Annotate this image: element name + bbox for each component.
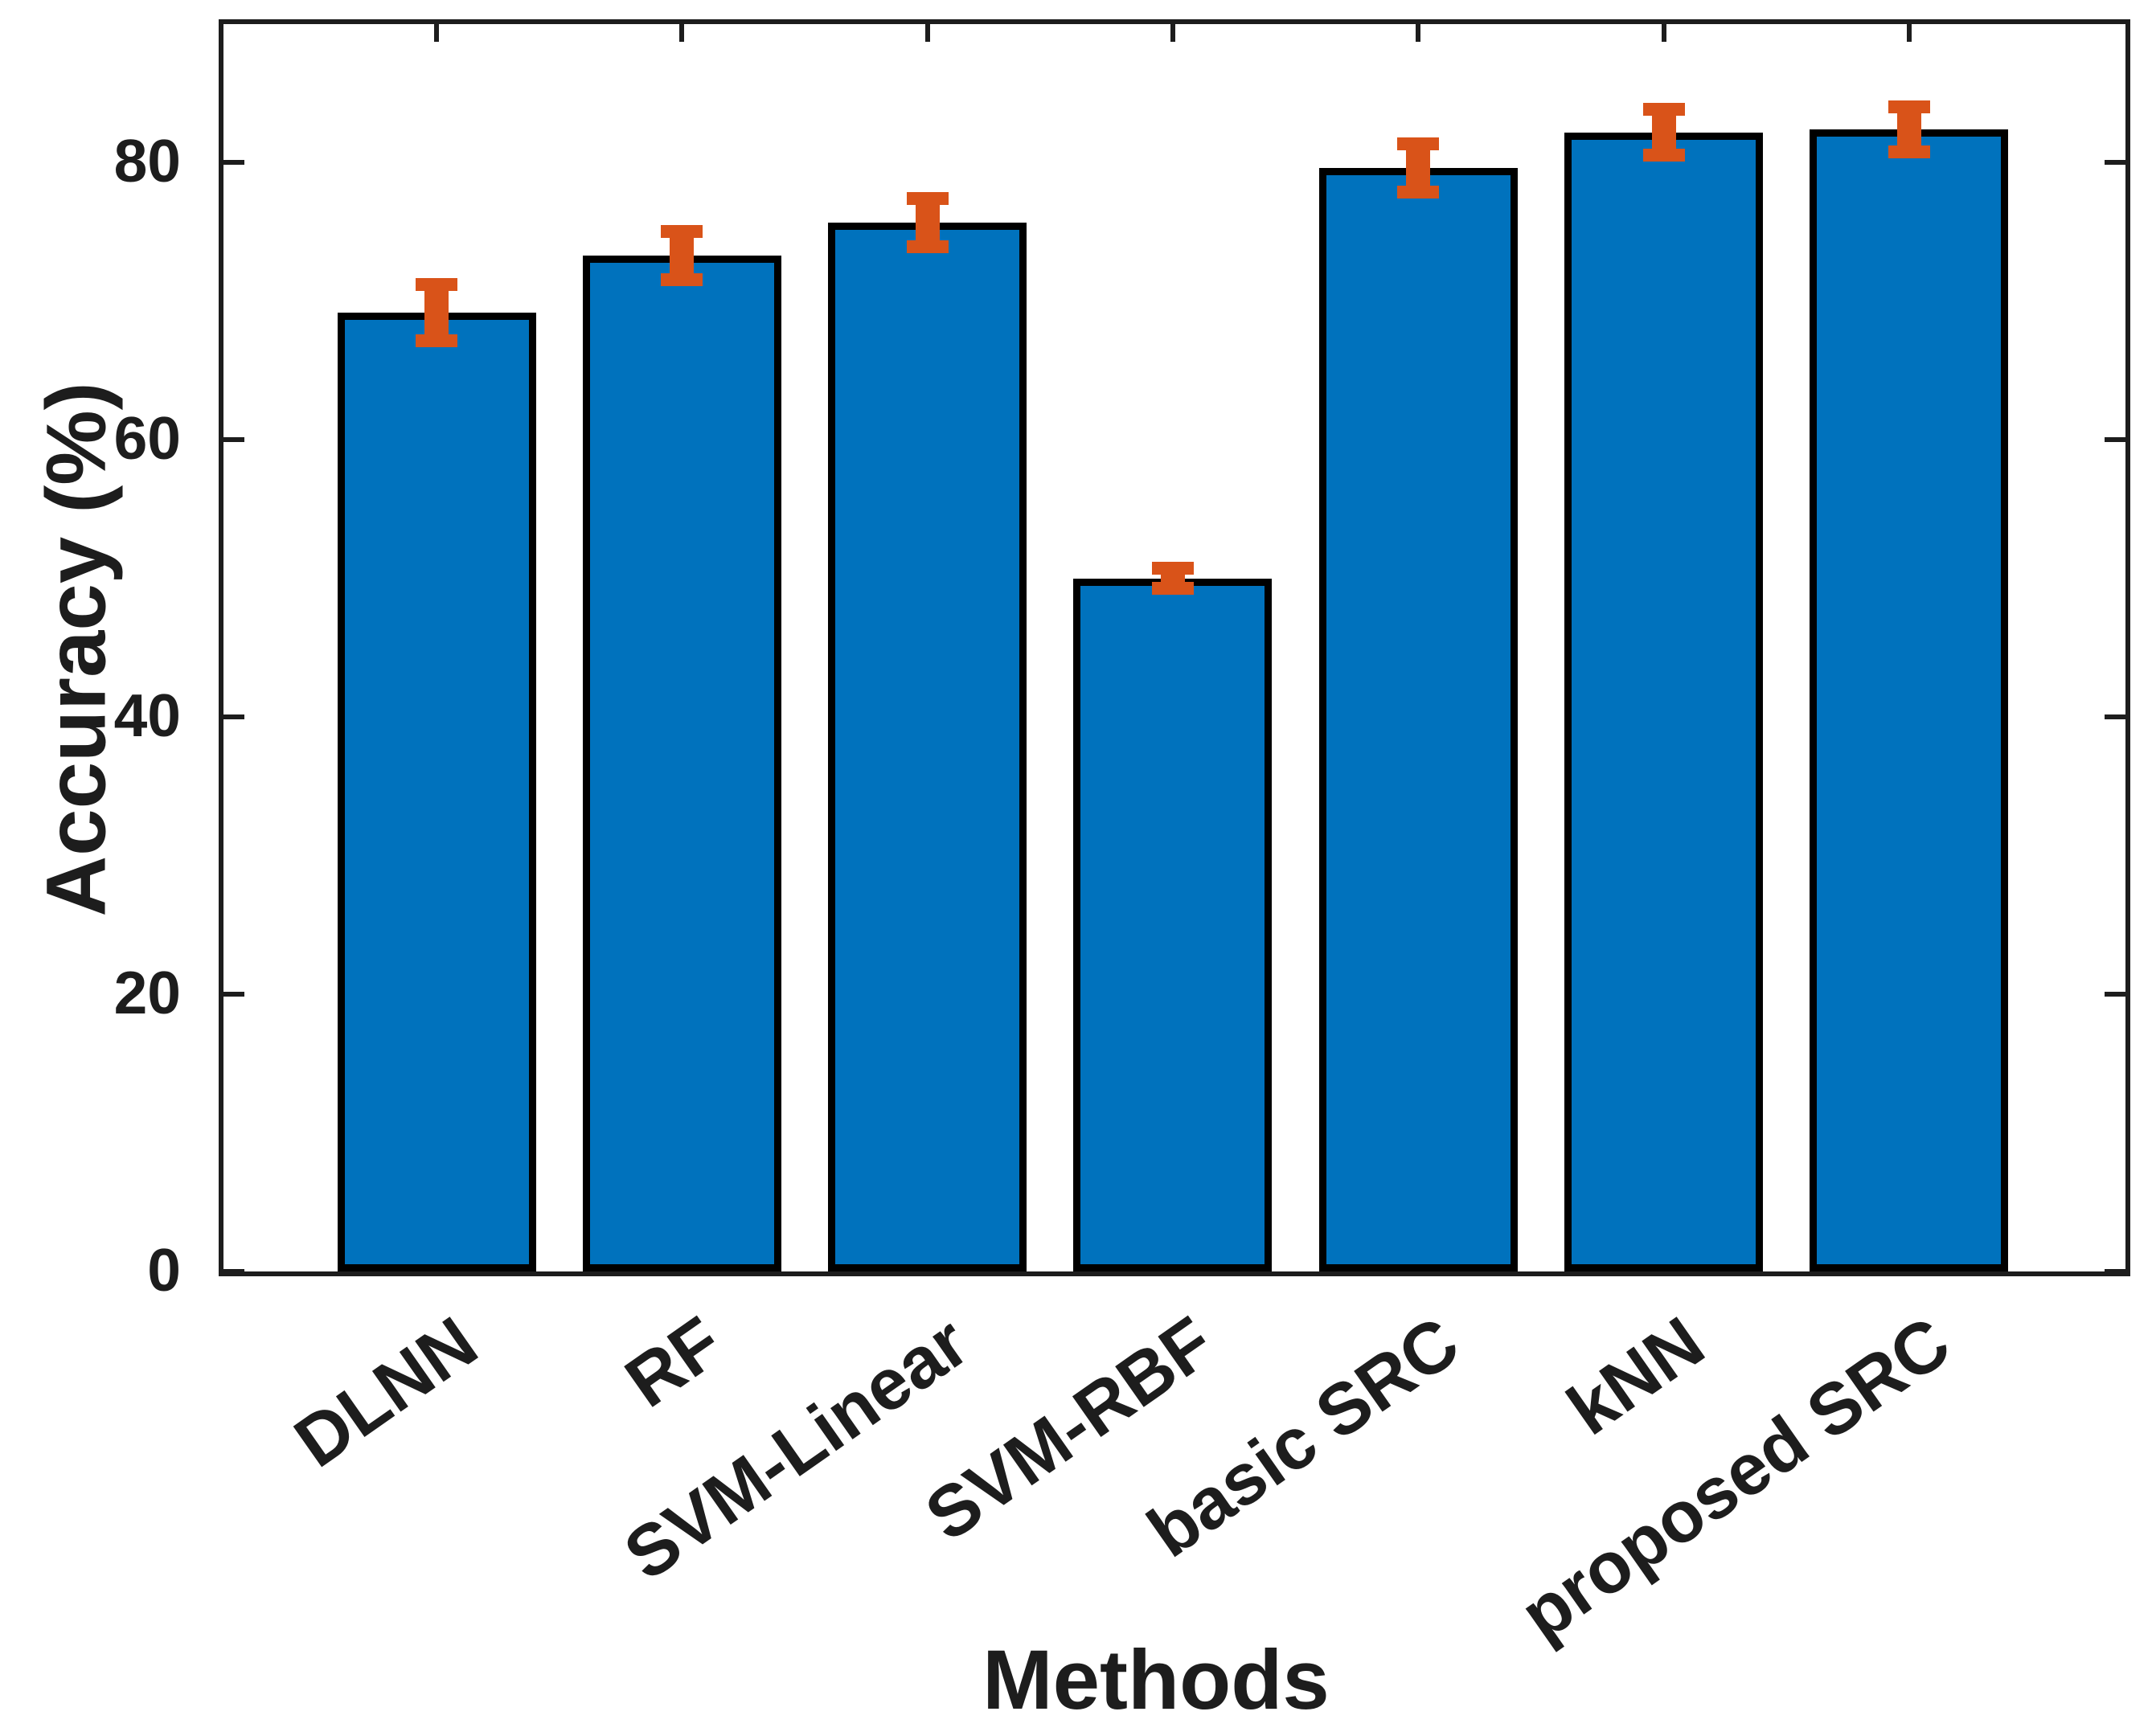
- category-label: RF: [612, 1301, 737, 1423]
- x-tick-mark-top: [1906, 24, 1912, 42]
- category-label: proposed SRC: [1506, 1301, 1965, 1656]
- error-bar-cap-top: [906, 191, 949, 205]
- error-bar-cap-top: [1642, 103, 1685, 117]
- x-tick-mark-top: [679, 24, 685, 42]
- category-label: kNN: [1554, 1301, 1719, 1451]
- bar: [582, 255, 781, 1271]
- error-bar-cap-bottom: [1888, 145, 1930, 159]
- y-tick-mark-right: [2105, 1269, 2125, 1274]
- x-axis-label: Methods: [982, 1633, 1330, 1727]
- bar: [1318, 168, 1518, 1271]
- y-axis-label: Accuracy (%): [29, 382, 124, 917]
- bar: [828, 222, 1027, 1271]
- y-tick-label: 0: [147, 1236, 181, 1304]
- bar: [1810, 129, 2009, 1271]
- x-tick-mark-top: [1661, 24, 1666, 42]
- y-tick-mark-left: [223, 1269, 244, 1274]
- y-tick-label: 60: [113, 404, 181, 473]
- error-bar-cap-bottom: [1397, 186, 1440, 199]
- error-bar-cap-top: [1397, 137, 1440, 151]
- y-tick-mark-left: [223, 160, 244, 166]
- y-tick-label: 40: [113, 682, 181, 750]
- error-bar-cap-top: [1888, 100, 1930, 113]
- y-tick-label: 20: [113, 959, 181, 1027]
- y-tick-mark-left: [223, 437, 244, 443]
- error-bar-cap-top: [416, 277, 457, 291]
- error-bar-cap-top: [661, 225, 703, 239]
- x-tick-mark-top: [1170, 24, 1175, 42]
- bar: [1073, 578, 1273, 1271]
- y-tick-label: 80: [113, 127, 181, 195]
- y-tick-mark-left: [223, 714, 244, 720]
- error-bar-cap-bottom: [1642, 148, 1685, 162]
- plot-area: [219, 19, 2130, 1276]
- error-bar-cap-top: [1151, 562, 1194, 575]
- y-tick-mark-left: [223, 992, 244, 997]
- y-tick-mark-right: [2105, 992, 2125, 997]
- y-tick-mark-right: [2105, 160, 2125, 166]
- error-bar-cap-bottom: [416, 334, 457, 347]
- x-tick-mark-top: [434, 24, 439, 42]
- category-label: DLNN: [281, 1301, 492, 1484]
- error-bar-cap-bottom: [1151, 582, 1194, 596]
- error-bar-cap-bottom: [906, 240, 949, 253]
- x-tick-mark-top: [924, 24, 930, 42]
- bar: [337, 312, 536, 1271]
- bar: [1564, 132, 1763, 1271]
- y-tick-mark-right: [2105, 714, 2125, 720]
- y-tick-mark-right: [2105, 437, 2125, 443]
- error-bar-cap-bottom: [661, 272, 703, 286]
- x-tick-mark-top: [1416, 24, 1421, 42]
